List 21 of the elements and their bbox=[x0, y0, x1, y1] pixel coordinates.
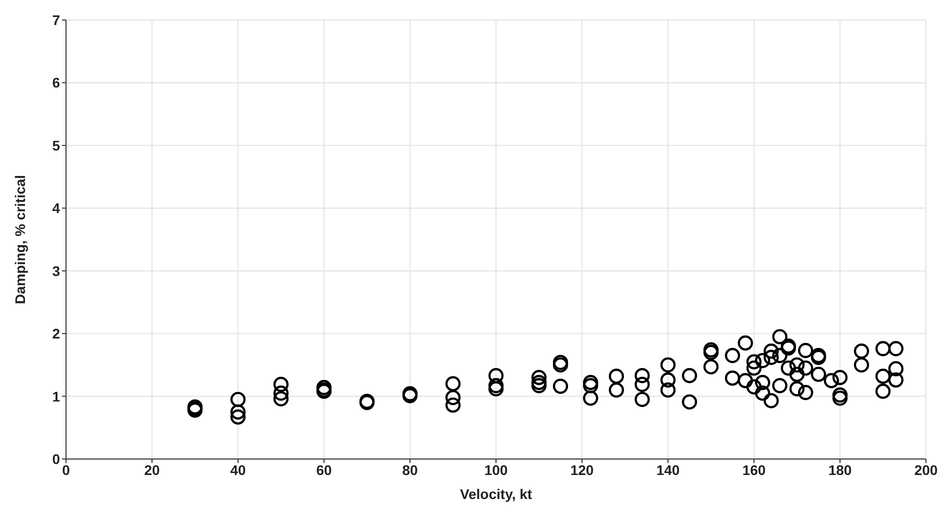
x-tick-label: 140 bbox=[656, 462, 680, 478]
y-tick-label: 1 bbox=[52, 388, 60, 404]
x-tick-label: 20 bbox=[144, 462, 160, 478]
y-tick-label: 2 bbox=[52, 326, 60, 342]
x-tick-label: 40 bbox=[230, 462, 246, 478]
y-tick-label: 7 bbox=[52, 12, 60, 28]
x-tick-label: 180 bbox=[828, 462, 852, 478]
y-tick-label: 5 bbox=[52, 137, 60, 154]
x-tick-label: 160 bbox=[742, 462, 766, 478]
x-tick-label: 0 bbox=[62, 462, 70, 478]
x-axis-title: Velocity, kt bbox=[460, 486, 532, 502]
x-tick-label: 120 bbox=[570, 462, 594, 478]
x-tick-label: 100 bbox=[484, 462, 508, 478]
x-tick-label: 200 bbox=[914, 462, 938, 478]
y-tick-label: 4 bbox=[52, 200, 60, 216]
y-axis-title: Damping, % critical bbox=[12, 174, 28, 304]
x-tick-label: 60 bbox=[316, 462, 332, 478]
y-tick-label: 0 bbox=[52, 450, 60, 467]
x-tick-label: 80 bbox=[402, 462, 418, 478]
y-tick-label: 3 bbox=[52, 262, 60, 279]
y-tick-label: 6 bbox=[52, 74, 60, 91]
